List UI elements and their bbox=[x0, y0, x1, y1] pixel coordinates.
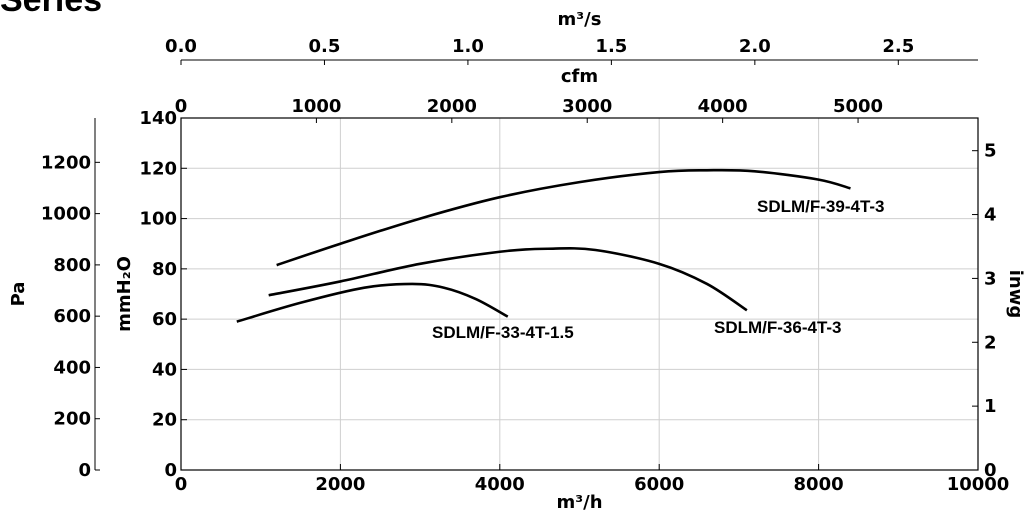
y-tick-label-0: 0 bbox=[164, 460, 177, 481]
cfm-tick-label-1: 1000 bbox=[291, 96, 341, 117]
m3s-tick-label-5: 2.5 bbox=[882, 36, 914, 57]
y-tick-label-7: 140 bbox=[139, 108, 177, 129]
m3s-tick-label-1: 0.5 bbox=[309, 36, 341, 57]
inwg-tick-label-3: 3 bbox=[984, 268, 997, 289]
y-tick-label-4: 80 bbox=[152, 259, 177, 280]
pa-tick-label-2: 400 bbox=[53, 357, 91, 378]
pa-tick-label-3: 600 bbox=[53, 306, 91, 327]
cfm-tick-label-4: 4000 bbox=[698, 96, 748, 117]
y-tick-label-2: 40 bbox=[152, 359, 177, 380]
inwg-tick-label-4: 4 bbox=[984, 205, 997, 226]
inwg-tick-label-5: 5 bbox=[984, 141, 997, 162]
inwg-axis-label: inwg bbox=[1005, 270, 1025, 319]
m3s-tick-label-3: 1.5 bbox=[595, 36, 627, 57]
y-tick-label-5: 100 bbox=[139, 209, 177, 230]
y-tick-label-1: 20 bbox=[152, 410, 177, 431]
cfm-tick-label-2: 2000 bbox=[427, 96, 477, 117]
y-axis-label: mmH₂O bbox=[114, 256, 135, 332]
pa-tick-label-1: 200 bbox=[53, 409, 91, 430]
pa-tick-label-6: 1200 bbox=[41, 152, 91, 173]
inwg-tick-label-2: 2 bbox=[984, 332, 997, 353]
pa-tick-label-4: 800 bbox=[53, 255, 91, 276]
x-tick-label-1: 2000 bbox=[315, 474, 365, 495]
plot-frame bbox=[180, 117, 979, 471]
cfm-axis-label: cfm bbox=[561, 66, 598, 87]
y-tick-label-6: 120 bbox=[139, 158, 177, 179]
x-tick-label-5: 10000 bbox=[947, 474, 1010, 495]
page-heading: Series bbox=[0, 0, 103, 19]
cfm-tick-label-0: 0 bbox=[175, 96, 188, 117]
pa-tick-label-5: 1000 bbox=[41, 204, 91, 225]
x-tick-label-0: 0 bbox=[175, 474, 188, 495]
m3s-axis-label: m³/s bbox=[558, 9, 602, 30]
curve-sdlm-f-33-4t-1-5 bbox=[236, 282, 509, 323]
curve-label-sdlm-f-36-4t-3: SDLM/F-36-4T-3 bbox=[714, 318, 842, 337]
inwg-tick-label-0: 0 bbox=[984, 460, 997, 481]
m3s-tick-label-0: 0.0 bbox=[165, 36, 197, 57]
m3s-tick-label-4: 2.0 bbox=[739, 36, 771, 57]
cfm-tick-label-5: 5000 bbox=[833, 96, 883, 117]
pa-axis-label: Pa bbox=[8, 282, 29, 307]
curve-sdlm-f-39-4t-3 bbox=[276, 168, 851, 267]
x-axis-label: m³/h bbox=[556, 492, 602, 513]
inwg-tick-label-1: 1 bbox=[984, 396, 997, 417]
y-tick-label-3: 60 bbox=[152, 309, 177, 330]
m3s-tick-label-2: 1.0 bbox=[452, 36, 484, 57]
cfm-tick-label-3: 3000 bbox=[562, 96, 612, 117]
curve-sdlm-f-36-4t-3 bbox=[268, 247, 748, 312]
x-tick-label-3: 6000 bbox=[634, 474, 684, 495]
curve-label-sdlm-f-39-4t-3: SDLM/F-39-4T-3 bbox=[757, 197, 885, 216]
x-tick-label-4: 8000 bbox=[794, 474, 844, 495]
x-tick-label-2: 4000 bbox=[475, 474, 525, 495]
curve-label-sdlm-f-33-4t-1-5: SDLM/F-33-4T-1.5 bbox=[432, 323, 574, 342]
pa-tick-label-0: 0 bbox=[78, 460, 91, 481]
